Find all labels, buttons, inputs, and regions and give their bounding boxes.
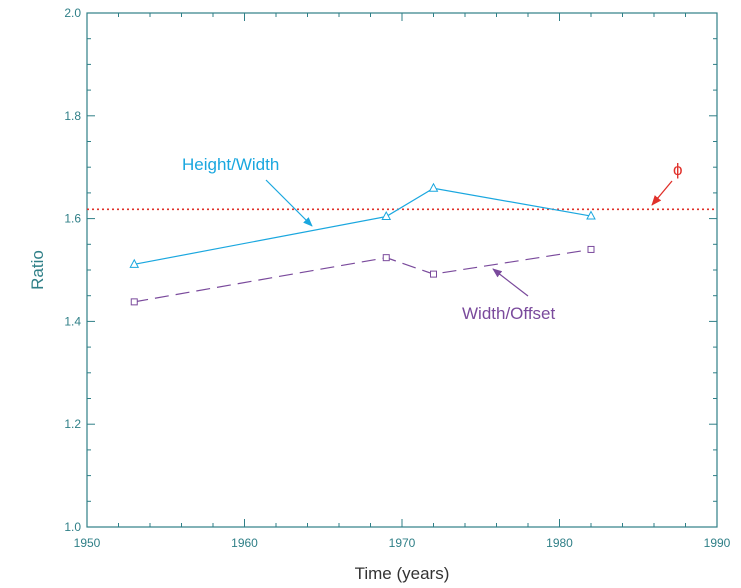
x-tick-label: 1980 (546, 536, 573, 550)
y-tick-label: 1.4 (64, 314, 81, 328)
series-line (134, 187, 592, 265)
data-point-square (430, 270, 437, 278)
data-point-triangle (428, 182, 439, 192)
annotation-width-offset: Width/Offset (462, 304, 555, 323)
axes: 1950 1960 1970 1980 1990 1.0 1.2 1.4 1.6 1.8 2.0 (64, 6, 730, 550)
data-point-triangle (586, 210, 596, 220)
y-tick-label: 1.2 (64, 417, 81, 431)
y-tick-label: 1.6 (64, 212, 81, 226)
data-point-triangle (381, 210, 392, 221)
annotation-phi: ϕ (673, 160, 683, 179)
annotation-arrow-width-offset (492, 268, 529, 297)
plot-frame (86, 12, 718, 528)
data-point-triangle (129, 258, 140, 268)
series-line (134, 248, 592, 303)
series-group (129, 182, 596, 306)
x-axis-title: Time (years) (355, 564, 450, 583)
annotation-height-width: Height/Width (182, 155, 279, 174)
x-tick-label: 1960 (231, 536, 258, 550)
y-axis-title: Ratio (28, 250, 47, 290)
x-tick-label: 1990 (704, 536, 731, 550)
annotations: Height/Width Width/Offset ϕ (182, 155, 683, 323)
y-tick-label: 1.8 (64, 109, 81, 123)
x-tick-label: 1950 (74, 536, 101, 550)
data-point-square (382, 254, 390, 262)
y-tick-label: 2.0 (64, 6, 81, 20)
annotation-arrow-phi (651, 180, 673, 206)
y-tick-label: 1.0 (64, 520, 81, 534)
annotation-arrow-height-width (265, 179, 313, 227)
x-tick-label: 1970 (389, 536, 416, 550)
data-point-square (130, 298, 138, 306)
data-point-square (587, 245, 595, 253)
